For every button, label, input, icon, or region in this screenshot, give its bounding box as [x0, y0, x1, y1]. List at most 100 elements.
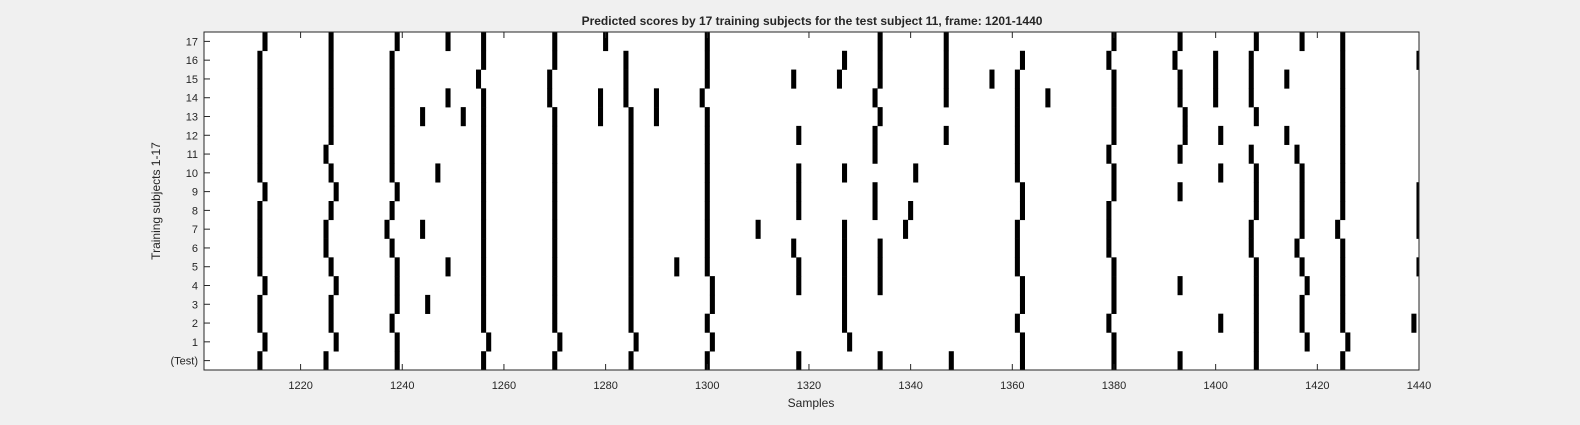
y-tick-label: 1 — [192, 337, 198, 349]
score-mark — [1299, 32, 1305, 52]
score-mark — [1411, 313, 1417, 333]
score-mark — [943, 32, 949, 52]
score-mark — [552, 107, 558, 127]
score-mark — [481, 313, 487, 333]
score-mark — [257, 313, 263, 333]
score-mark — [653, 107, 659, 127]
score-mark — [628, 144, 634, 164]
score-mark — [1111, 107, 1117, 127]
x-tick-label: 1340 — [898, 380, 922, 392]
score-mark — [552, 313, 558, 333]
score-mark — [1299, 313, 1305, 333]
y-tick-label: 16 — [186, 55, 198, 67]
score-mark — [704, 107, 710, 127]
score-mark — [1253, 32, 1259, 52]
score-mark — [1253, 276, 1259, 296]
score-mark — [1253, 332, 1259, 352]
score-mark — [328, 163, 334, 183]
score-mark — [1213, 50, 1219, 70]
score-mark — [1253, 107, 1259, 127]
x-tick-label: 1400 — [1203, 380, 1227, 392]
score-mark — [1340, 107, 1346, 127]
score-mark — [552, 257, 558, 277]
score-mark — [872, 88, 878, 108]
score-mark — [552, 144, 558, 164]
score-mark — [704, 144, 710, 164]
score-mark — [842, 313, 848, 333]
score-mark — [709, 294, 715, 314]
score-mark — [1340, 144, 1346, 164]
score-mark — [628, 163, 634, 183]
score-mark — [486, 332, 492, 352]
score-mark — [1304, 276, 1310, 296]
score-mark — [257, 351, 263, 371]
score-mark — [704, 219, 710, 239]
score-mark — [842, 294, 848, 314]
score-mark — [908, 201, 914, 221]
score-mark — [1014, 257, 1020, 277]
score-mark — [1182, 107, 1188, 127]
score-mark — [1177, 144, 1183, 164]
score-mark — [704, 313, 710, 333]
score-mark — [257, 107, 263, 127]
score-mark — [704, 257, 710, 277]
score-mark — [796, 201, 802, 221]
score-mark — [1248, 50, 1254, 70]
score-mark — [1172, 50, 1178, 70]
score-mark — [1299, 219, 1305, 239]
score-mark — [1218, 163, 1224, 183]
score-mark — [328, 107, 334, 127]
score-mark — [1019, 276, 1025, 296]
score-mark — [1253, 201, 1259, 221]
score-mark — [709, 332, 715, 352]
score-mark — [460, 107, 466, 127]
score-mark — [1111, 125, 1117, 145]
score-mark — [1253, 351, 1259, 371]
score-mark — [481, 294, 487, 314]
score-mark — [755, 219, 761, 239]
score-mark — [1177, 69, 1183, 89]
score-mark — [1299, 163, 1305, 183]
score-mark — [1248, 144, 1254, 164]
score-mark — [394, 257, 400, 277]
score-mark — [1111, 332, 1117, 352]
score-mark — [628, 219, 634, 239]
x-tick-label: 1360 — [1000, 380, 1024, 392]
score-mark — [323, 219, 329, 239]
score-mark — [1284, 125, 1290, 145]
score-mark — [1106, 50, 1112, 70]
score-mark — [1019, 351, 1025, 371]
score-mark — [1177, 32, 1183, 52]
score-mark — [328, 50, 334, 70]
score-mark — [257, 88, 263, 108]
score-mark — [791, 69, 797, 89]
score-mark — [1106, 313, 1112, 333]
score-mark — [1416, 182, 1419, 202]
score-mark — [257, 144, 263, 164]
score-mark — [699, 88, 705, 108]
score-mark — [598, 88, 604, 108]
score-mark — [323, 144, 329, 164]
score-mark — [1253, 294, 1259, 314]
score-mark — [1213, 88, 1219, 108]
score-mark — [628, 313, 634, 333]
score-mark — [791, 238, 797, 258]
score-mark — [257, 69, 263, 89]
score-mark — [481, 144, 487, 164]
score-mark — [1340, 294, 1346, 314]
score-mark — [1340, 201, 1346, 221]
score-mark — [1340, 276, 1346, 296]
score-mark — [842, 238, 848, 258]
score-mark — [1014, 163, 1020, 183]
score-mark — [552, 219, 558, 239]
score-mark — [948, 351, 954, 371]
score-mark — [1218, 125, 1224, 145]
score-mark — [262, 332, 268, 352]
score-mark — [1111, 276, 1117, 296]
x-tick-label: 1440 — [1407, 380, 1431, 392]
score-mark — [1019, 332, 1025, 352]
score-mark — [704, 351, 710, 371]
x-axis-label: Samples — [788, 396, 835, 410]
x-tick-label: 1260 — [492, 380, 516, 392]
score-mark — [704, 201, 710, 221]
